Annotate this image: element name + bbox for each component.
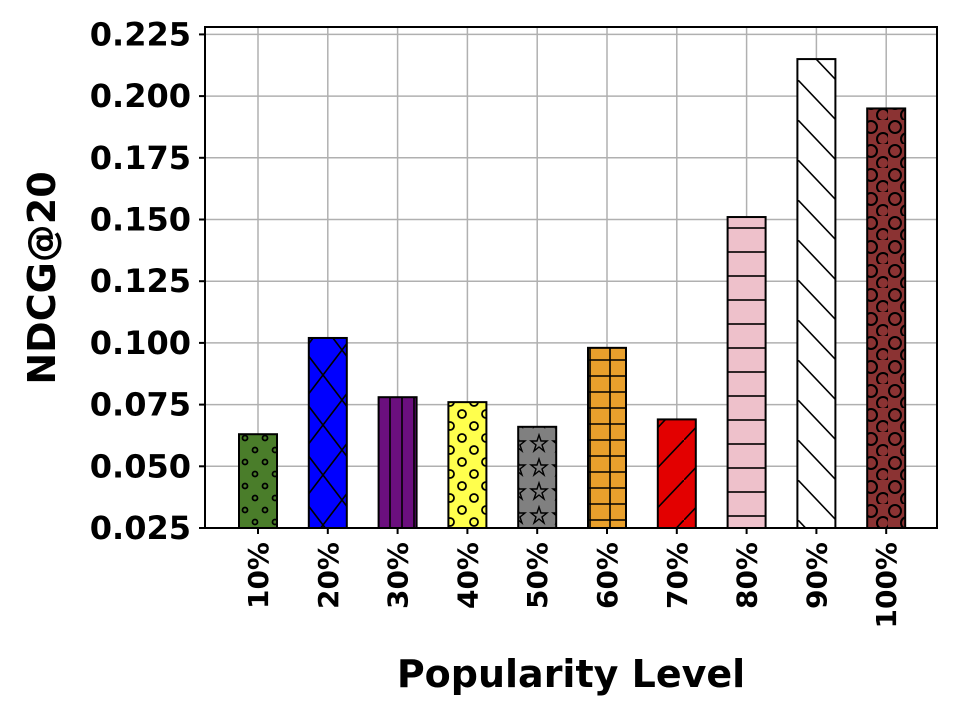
- y-tick-label: 0.200: [90, 77, 191, 115]
- x-tick-label: 20%: [312, 542, 345, 609]
- y-tick-label: 0.100: [90, 324, 191, 362]
- x-tick-label: 90%: [800, 542, 833, 609]
- y-axis-label: NDCG@20: [20, 171, 64, 384]
- bar-70pct: [656, 418, 697, 530]
- bars: [238, 58, 907, 530]
- bar-30pct: [377, 396, 418, 529]
- x-axis-label: Popularity Level: [397, 652, 745, 696]
- y-tick-label: 0.175: [90, 139, 191, 177]
- y-tick-label: 0.150: [90, 201, 191, 239]
- bar-80pct: [726, 216, 767, 529]
- bar-60pct: [587, 346, 627, 529]
- bar-100pct: [866, 107, 907, 529]
- plot-frame: [204, 26, 938, 529]
- x-tick-label: 80%: [731, 542, 764, 609]
- x-tick-label: 60%: [591, 542, 624, 609]
- bar-20pct: [307, 336, 348, 529]
- bar-40pct: [447, 401, 488, 529]
- bar-10pct: [238, 433, 278, 529]
- y-tick-label: 0.025: [90, 509, 191, 547]
- x-tick-label: 50%: [521, 542, 554, 609]
- x-tick-labels: 10% 20% 30% 40% 50% 60% 70% 80% 90% 100%: [242, 528, 903, 629]
- y-tick-labels: 0.025 0.050 0.075 0.100 0.125 0.150 0.175 0.200…: [90, 15, 205, 547]
- bar-50pct: [517, 425, 558, 529]
- bar-90pct: [796, 58, 837, 530]
- y-tick-label: 0.125: [90, 262, 191, 300]
- x-tick-label: 70%: [661, 542, 694, 609]
- y-tick-label: 0.050: [90, 447, 191, 485]
- x-tick-label: 100%: [870, 542, 903, 629]
- x-tick-label: 10%: [242, 542, 275, 609]
- x-tick-label: 30%: [382, 542, 415, 609]
- y-tick-label: 0.225: [90, 15, 191, 53]
- y-tick-label: 0.075: [90, 386, 191, 424]
- x-tick-label: 40%: [451, 542, 484, 609]
